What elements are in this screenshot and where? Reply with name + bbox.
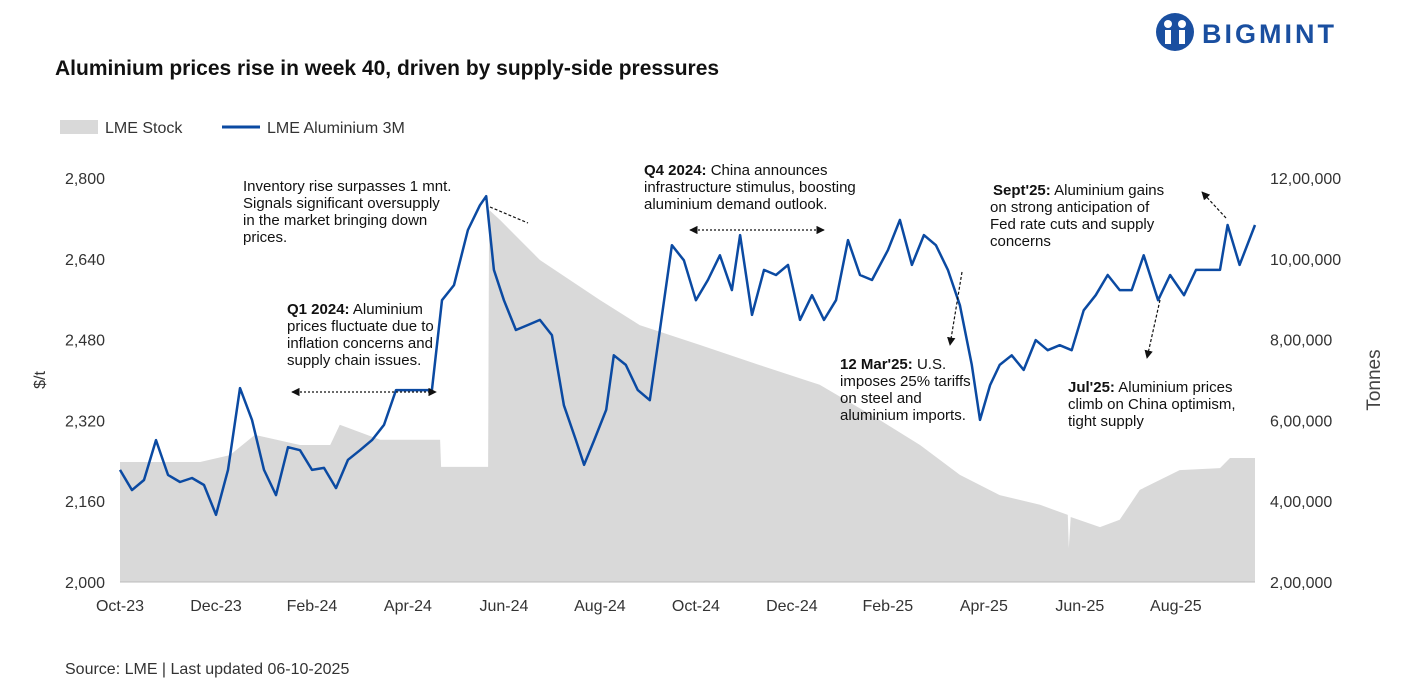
annotation: 12 Mar'25: U.S. imposes 25% tariffs on ste… — [840, 356, 971, 424]
y2-tick-label: 12,00,000 — [1270, 171, 1341, 188]
annotation: Q1 2024: Aluminium prices fluctuate due t… — [287, 301, 434, 369]
x-tick-label: Aug-24 — [574, 598, 626, 615]
annotation-line: in the market bringing down — [243, 212, 427, 229]
annotation-line: inflation concerns and — [287, 335, 433, 352]
annotation-line: on strong anticipation of — [990, 199, 1150, 216]
price-line — [118, 194, 1257, 517]
x-tick-label: Jun-24 — [479, 598, 528, 615]
y2-tick-label: 8,00,000 — [1270, 333, 1332, 350]
annotation: Sept'25: Aluminium gains on strong antici… — [990, 182, 1164, 250]
y2-axis-label: Tonnes — [1364, 349, 1385, 410]
annotation-line: U.S. — [913, 356, 946, 373]
y-tick-label: 2,800 — [65, 171, 105, 188]
x-tick-label: Apr-25 — [960, 598, 1008, 615]
stock-area — [120, 209, 1255, 582]
annotation-line: prices fluctuate due to — [287, 318, 434, 335]
y-axis-label: $/t — [32, 371, 49, 389]
annotation-line: aluminium imports. — [840, 407, 966, 424]
y-tick-label: 2,640 — [65, 252, 105, 269]
x-tick-label: Dec-23 — [190, 598, 242, 615]
y-tick-label: 2,320 — [65, 413, 105, 430]
y-tick-label: 2,160 — [65, 494, 105, 511]
y-tick-label: 2,000 — [65, 575, 105, 592]
chart-title: Aluminium prices rise in week 40, driven… — [55, 57, 719, 80]
source: Source: LME | Last updated 06-10-2025 — [65, 661, 349, 678]
annotation: Q4 2024: China announces infrastructure s… — [644, 162, 856, 213]
annotation-line: aluminium demand outlook. — [644, 196, 827, 213]
legend-label: LME Aluminium 3M — [267, 120, 405, 137]
y-tick-label: 2,480 — [65, 333, 105, 350]
x-tick-label: Dec-24 — [766, 598, 818, 615]
annotation-line: Signals significant oversupply — [243, 195, 440, 212]
x-tick-label: Aug-25 — [1150, 598, 1202, 615]
brand: BIGMINT — [1202, 19, 1337, 49]
annotation-line: Aluminium prices — [1115, 379, 1233, 396]
annotation-line: supply chain issues. — [287, 352, 421, 369]
annotation: Inventory rise surpasses 1 mnt. Signals s… — [243, 178, 451, 246]
annotation-line: on steel and — [840, 390, 922, 407]
annotation-bold: Jul'25: — [1068, 379, 1115, 396]
annotation-line: Aluminium gains — [1051, 182, 1164, 199]
annotation-line: Aluminium — [350, 301, 423, 318]
annotation-bold: 12 Mar'25: — [840, 356, 913, 373]
annotation-line: infrastructure stimulus, boosting — [644, 179, 856, 196]
logo: BIGMINT — [1156, 13, 1337, 51]
annotation-bold: Q4 2024: — [644, 162, 707, 179]
y2-tick-label: 6,00,000 — [1270, 413, 1332, 430]
annotation-line: imposes 25% tariffs — [840, 373, 971, 390]
annotation-line: Inventory rise surpasses 1 mnt. — [243, 178, 451, 195]
annotation-line: China announces — [707, 162, 828, 179]
y2-tick-label: 2,00,000 — [1270, 575, 1332, 592]
annotation: Jul'25: Aluminium prices climb on China o… — [1068, 379, 1236, 430]
x-tick-label: Feb-25 — [863, 598, 914, 615]
x-tick-label: Jun-25 — [1055, 598, 1104, 615]
annotation-line: climb on China optimism, — [1068, 396, 1236, 413]
annotation-bold: Sept'25: — [993, 182, 1051, 199]
annotation-bold: Q1 2024: — [287, 301, 350, 318]
y2-tick-label: 10,00,000 — [1270, 252, 1341, 269]
plot-area — [118, 194, 1257, 582]
x-tick-label: Apr-24 — [384, 598, 432, 615]
x-tick-label: Feb-24 — [287, 598, 338, 615]
x-tick-label: Oct-23 — [96, 598, 144, 615]
legend-label: LME Stock — [105, 120, 183, 137]
y2-tick-label: 4,00,000 — [1270, 494, 1332, 511]
annotation-line: Fed rate cuts and supply — [990, 216, 1155, 233]
legend-swatch — [60, 120, 98, 134]
annotation-arrows — [291, 191, 1227, 397]
annotation-line: concerns — [990, 233, 1051, 250]
x-tick-label: Oct-24 — [672, 598, 720, 615]
annotation-line: prices. — [243, 229, 287, 246]
annotation-line: tight supply — [1068, 413, 1144, 430]
